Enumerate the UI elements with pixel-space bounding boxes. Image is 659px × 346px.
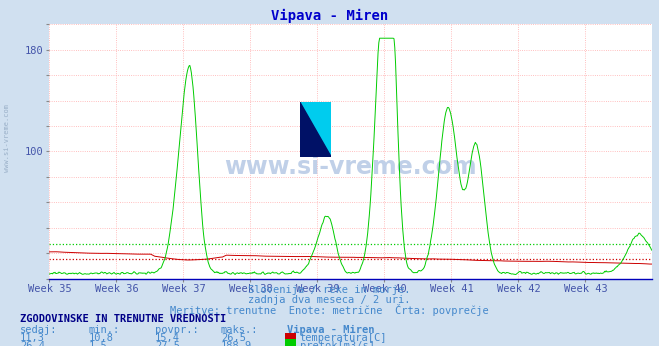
Text: 27,5: 27,5 [155, 341, 180, 346]
Text: 10,8: 10,8 [89, 333, 114, 343]
Text: 1,5: 1,5 [89, 341, 107, 346]
Text: min.:: min.: [89, 325, 120, 335]
Polygon shape [300, 102, 331, 157]
Text: 26,4: 26,4 [20, 341, 45, 346]
Text: Vipava - Miren: Vipava - Miren [271, 9, 388, 23]
Text: temperatura[C]: temperatura[C] [300, 333, 387, 343]
Text: Meritve: trenutne  Enote: metrične  Črta: povprečje: Meritve: trenutne Enote: metrične Črta: … [170, 304, 489, 316]
Text: povpr.:: povpr.: [155, 325, 198, 335]
Text: Slovenija / reke in morje.: Slovenija / reke in morje. [248, 285, 411, 295]
Text: www.si-vreme.com: www.si-vreme.com [3, 104, 10, 172]
Text: zadnja dva meseca / 2 uri.: zadnja dva meseca / 2 uri. [248, 295, 411, 305]
Text: pretok[m3/s]: pretok[m3/s] [300, 341, 375, 346]
Text: 15,4: 15,4 [155, 333, 180, 343]
Text: maks.:: maks.: [221, 325, 258, 335]
Text: 188,9: 188,9 [221, 341, 252, 346]
Polygon shape [300, 102, 331, 157]
Text: ZGODOVINSKE IN TRENUTNE VREDNOSTI: ZGODOVINSKE IN TRENUTNE VREDNOSTI [20, 314, 226, 324]
Text: Vipava - Miren: Vipava - Miren [287, 325, 374, 335]
Text: sedaj:: sedaj: [20, 325, 57, 335]
Text: www.si-vreme.com: www.si-vreme.com [225, 155, 477, 179]
Text: 11,3: 11,3 [20, 333, 45, 343]
Text: 26,5: 26,5 [221, 333, 246, 343]
